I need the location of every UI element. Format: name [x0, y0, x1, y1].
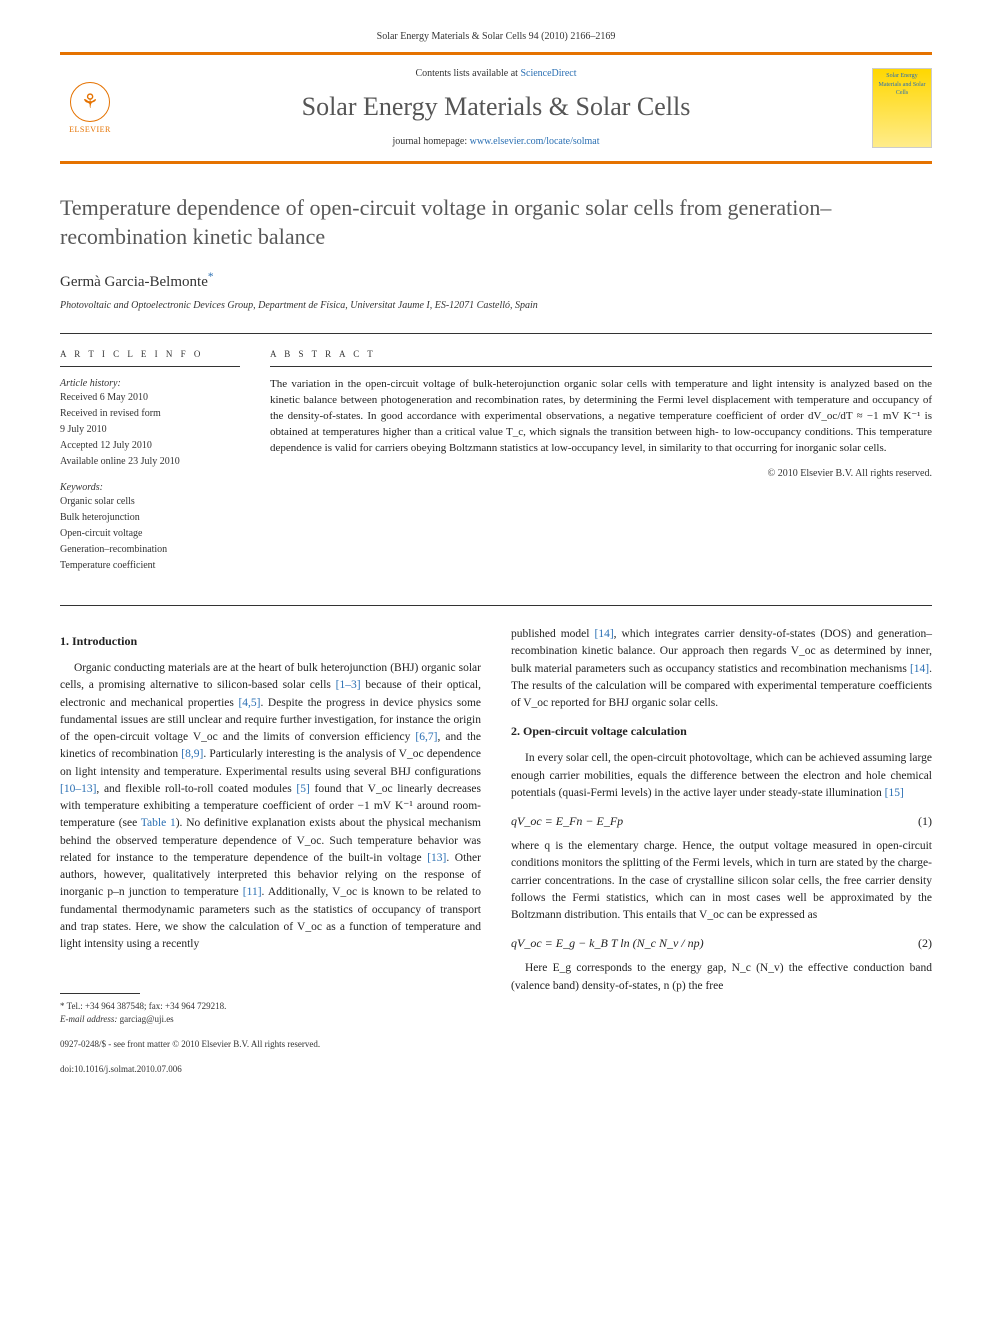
section-divider	[60, 605, 932, 606]
homepage-link[interactable]: www.elsevier.com/locate/solmat	[470, 136, 600, 147]
author-text: Germà Garcia-Belmonte	[60, 274, 208, 290]
body-text: In every solar cell, the open-circuit ph…	[511, 752, 932, 799]
equation-body: qV_oc = E_g − k_B T ln (N_c N_v / np)	[511, 934, 704, 952]
journal-center-block: Contents lists available at ScienceDirec…	[140, 67, 852, 149]
history-line: Received in revised form	[60, 407, 240, 421]
running-head: Solar Energy Materials & Solar Cells 94 …	[60, 30, 932, 44]
citation-link[interactable]: [13]	[427, 852, 446, 864]
citation-link[interactable]: [14]	[910, 663, 929, 675]
sciencedirect-link[interactable]: ScienceDirect	[520, 68, 576, 79]
citation-link[interactable]: [1–3]	[336, 679, 361, 691]
citation-link[interactable]: [4,5]	[238, 697, 260, 709]
citation-link[interactable]: [14]	[595, 628, 614, 640]
article-info-sidebar: A R T I C L E I N F O Article history: R…	[60, 348, 240, 576]
author-email[interactable]: garciag@uji.es	[120, 1014, 174, 1024]
article-title: Temperature dependence of open-circuit v…	[60, 194, 932, 251]
publisher-logo: ⚘ ELSEVIER	[60, 73, 120, 143]
keywords-label: Keywords:	[60, 481, 240, 495]
contents-available-line: Contents lists available at ScienceDirec…	[140, 67, 852, 81]
corresponding-author-footnote: * Tel.: +34 964 387548; fax: +34 964 729…	[60, 1000, 481, 1013]
history-line: Received 6 May 2010	[60, 391, 240, 405]
email-label: E-mail address:	[60, 1014, 120, 1024]
abstract-text: The variation in the open-circuit voltag…	[270, 377, 932, 457]
homepage-line: journal homepage: www.elsevier.com/locat…	[140, 135, 852, 149]
citation-link[interactable]: [11]	[243, 886, 262, 898]
section-2-paragraph-3: Here E_g corresponds to the energy gap, …	[511, 960, 932, 995]
info-abstract-row: A R T I C L E I N F O Article history: R…	[60, 333, 932, 576]
author-affiliation: Photovoltaic and Optoelectronic Devices …	[60, 299, 932, 313]
history-line: Available online 23 July 2010	[60, 455, 240, 469]
citation-link[interactable]: [10–13]	[60, 783, 96, 795]
body-text: published model	[511, 628, 595, 640]
citation-link[interactable]: [6,7]	[415, 731, 437, 743]
contents-prefix: Contents lists available at	[415, 68, 520, 79]
footnote-separator	[60, 993, 140, 994]
left-column: 1. Introduction Organic conducting mater…	[60, 626, 481, 1076]
publisher-name: ELSEVIER	[69, 124, 111, 135]
intro-paragraph-2: published model [14], which integrates c…	[511, 626, 932, 712]
abstract-column: A B S T R A C T The variation in the ope…	[270, 348, 932, 576]
keyword: Open-circuit voltage	[60, 527, 240, 541]
table-link[interactable]: Table 1	[141, 817, 176, 829]
email-footnote: E-mail address: garciag@uji.es	[60, 1013, 481, 1026]
section-1-heading: 1. Introduction	[60, 632, 481, 650]
keyword: Generation–recombination	[60, 543, 240, 557]
equation-number: (2)	[918, 934, 932, 952]
doi-line: doi:10.1016/j.solmat.2010.07.006	[60, 1063, 481, 1077]
journal-header: ⚘ ELSEVIER Contents lists available at S…	[60, 52, 932, 164]
body-text: , and flexible roll-to-roll coated modul…	[96, 783, 296, 795]
section-2-heading: 2. Open-circuit voltage calculation	[511, 722, 932, 740]
article-info-heading: A R T I C L E I N F O	[60, 348, 240, 368]
citation-link[interactable]: [15]	[885, 787, 904, 799]
two-column-body: 1. Introduction Organic conducting mater…	[60, 626, 932, 1076]
keyword: Organic solar cells	[60, 495, 240, 509]
history-line: Accepted 12 July 2010	[60, 439, 240, 453]
section-2-paragraph-2: where q is the elementary charge. Hence,…	[511, 838, 932, 924]
section-2-paragraph-1: In every solar cell, the open-circuit ph…	[511, 750, 932, 802]
journal-cover-thumbnail: Solar Energy Materials and Solar Cells	[872, 68, 932, 148]
equation-2: qV_oc = E_g − k_B T ln (N_c N_v / np) (2…	[511, 934, 932, 952]
abstract-heading: A B S T R A C T	[270, 348, 932, 368]
author-name: Germà Garcia-Belmonte*	[60, 272, 932, 293]
abstract-copyright: © 2010 Elsevier B.V. All rights reserved…	[270, 467, 932, 481]
citation-link[interactable]: [5]	[296, 783, 309, 795]
journal-title: Solar Energy Materials & Solar Cells	[140, 89, 852, 125]
corresponding-mark: *	[208, 271, 214, 283]
elsevier-tree-icon: ⚘	[70, 82, 110, 122]
homepage-prefix: journal homepage:	[392, 136, 469, 147]
intro-paragraph-1: Organic conducting materials are at the …	[60, 660, 481, 953]
equation-1: qV_oc = E_Fn − E_Fp (1)	[511, 812, 932, 830]
history-line: 9 July 2010	[60, 423, 240, 437]
keyword: Temperature coefficient	[60, 559, 240, 573]
history-label: Article history:	[60, 377, 240, 391]
equation-body: qV_oc = E_Fn − E_Fp	[511, 812, 623, 830]
citation-link[interactable]: [8,9]	[181, 748, 203, 760]
issn-line: 0927-0248/$ - see front matter © 2010 El…	[60, 1038, 481, 1052]
keyword: Bulk heterojunction	[60, 511, 240, 525]
equation-number: (1)	[918, 812, 932, 830]
right-column: published model [14], which integrates c…	[511, 626, 932, 1076]
keywords-block: Keywords: Organic solar cells Bulk heter…	[60, 481, 240, 573]
